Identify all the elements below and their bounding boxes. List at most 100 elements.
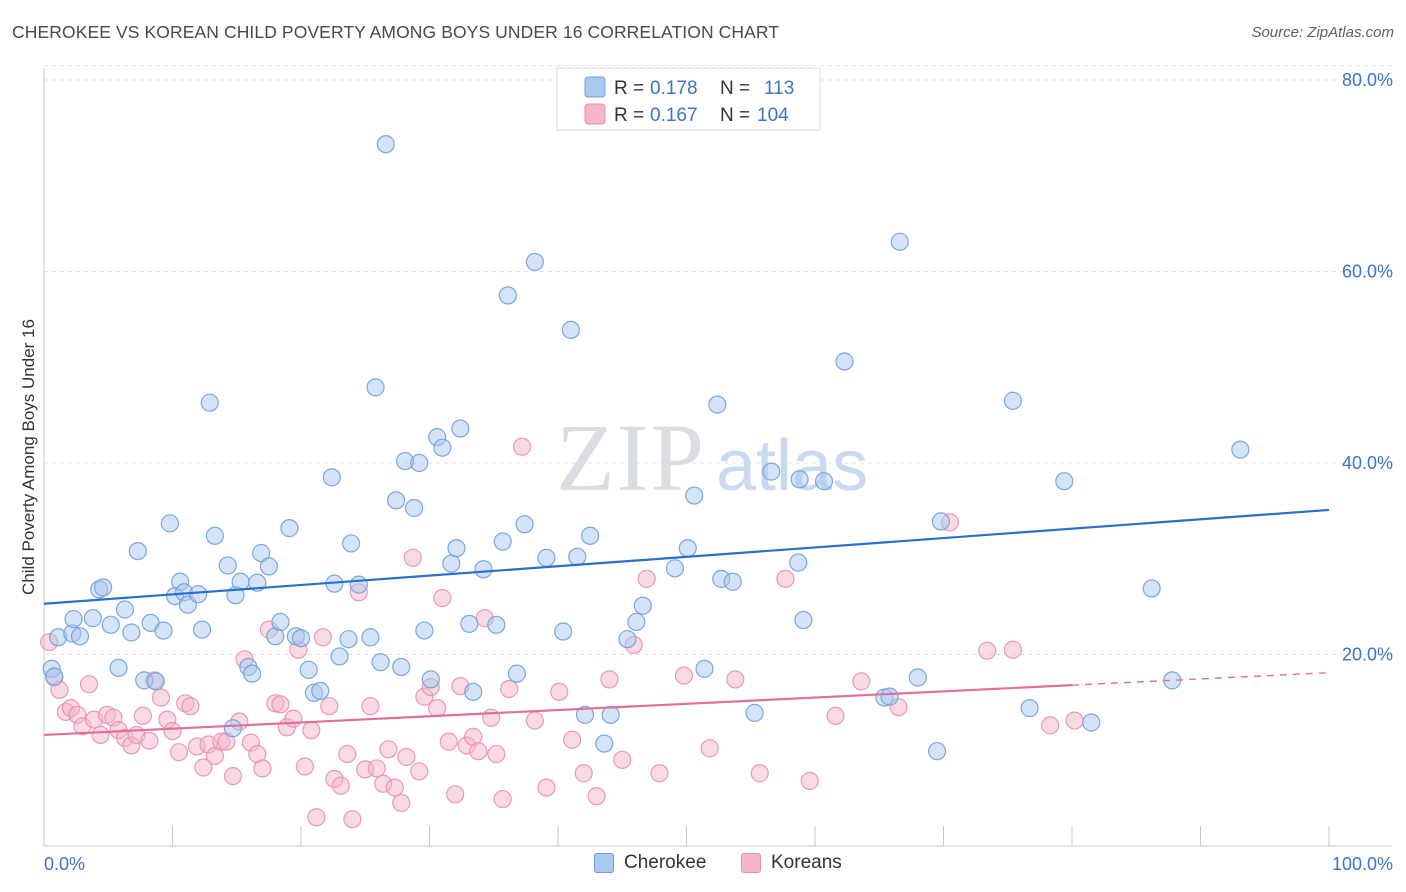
cherokee-point-84 [627, 612, 646, 632]
correlation-legend: R = 0.178 N = 113 R = 0.167 N = 104 [556, 67, 821, 131]
watermark-atlas: atlas [716, 426, 868, 506]
cherokee-point-17 [154, 621, 173, 640]
cherokee-point-85 [633, 596, 652, 615]
korean-point-62 [410, 762, 429, 781]
cherokee-point-46 [330, 647, 349, 666]
cherokee-point-6 [83, 609, 102, 628]
cherokee-point-24 [192, 620, 212, 639]
watermark: ZIP atlas [556, 404, 868, 511]
cherokee-point-1 [45, 667, 64, 686]
korean-trend-line [43, 684, 1073, 737]
legend-r-label-korean: R = [614, 105, 644, 126]
cherokee-point-58 [410, 453, 429, 473]
y-axis-label: Child Poverty Among Boys Under 16 [19, 319, 38, 595]
cherokee-point-87 [678, 539, 697, 558]
legend-swatch-korean [584, 103, 606, 125]
cherokee-point-40 [291, 629, 311, 648]
cherokee-point-32 [243, 664, 262, 683]
cherokee-point-9 [101, 615, 120, 634]
legend-n-label-cherokee: N = [720, 78, 750, 99]
cherokee-point-106 [931, 512, 951, 531]
cherokee-point-10 [109, 658, 128, 678]
cherokee-point-53 [376, 135, 395, 154]
series-legend: Cherokee Koreans [0, 852, 1406, 878]
cherokee-point-79 [575, 705, 595, 724]
korean-point-46 [313, 628, 332, 647]
cherokee-point-51 [366, 378, 385, 397]
cherokee-point-105 [927, 742, 947, 761]
legend-swatch-koreans-bottom [741, 853, 761, 873]
korean-point-45 [307, 808, 326, 827]
korean-point-80 [537, 778, 556, 797]
korean-point-88 [637, 569, 656, 588]
korean-point-79 [525, 711, 544, 730]
legend-n-value-korean: 104 [757, 105, 789, 126]
cherokee-point-66 [460, 614, 479, 633]
korean-point-101 [1003, 640, 1022, 659]
cherokee-point-43 [311, 681, 330, 700]
korean-point-16 [133, 706, 153, 725]
korean-point-86 [613, 750, 632, 769]
cherokee-point-102 [880, 687, 899, 706]
cherokee-trend-line [43, 508, 1330, 605]
cherokee-point-35 [259, 557, 278, 576]
cherokee-point-25 [200, 393, 219, 412]
cherokee-point-11 [115, 600, 135, 619]
korean-point-61 [403, 548, 422, 567]
cherokee-point-78 [568, 547, 587, 566]
korean-point-97 [852, 672, 871, 691]
x-tick-label-min: 0.0% [44, 854, 85, 874]
korean-point-77 [500, 679, 519, 699]
cherokee-point-64 [447, 539, 466, 558]
korean-point-51 [343, 810, 362, 829]
y-tick-labels: 20.0% 40.0% 60.0% 80.0% [1342, 70, 1393, 665]
cherokee-point-26 [205, 526, 225, 545]
korean-point-9 [91, 725, 110, 745]
korean-point-55 [367, 759, 386, 778]
cherokee-point-55 [392, 657, 411, 677]
cherokee-point-104 [908, 668, 927, 687]
korean-point-90 [674, 666, 694, 685]
cherokee-point-4 [64, 609, 83, 629]
trend-lines [43, 508, 1330, 737]
korean-point-50 [338, 744, 357, 764]
korean-point-22 [169, 743, 189, 762]
cherokee-point-13 [128, 541, 147, 561]
legend-item-koreans: Koreans [741, 852, 842, 874]
korean-point-7 [79, 675, 99, 694]
y-tick-label-1: 40.0% [1342, 453, 1393, 473]
cherokee-point-62 [433, 438, 452, 457]
korean-point-47 [320, 697, 339, 716]
legend-swatch-cherokee [584, 76, 606, 98]
korean-point-39 [271, 695, 290, 714]
korean-point-92 [726, 670, 745, 689]
korean-point-78 [512, 437, 532, 456]
cherokee-point-54 [386, 491, 406, 510]
korean-point-76 [493, 789, 512, 809]
cherokee-point-5 [70, 627, 90, 646]
cherokee-point-28 [223, 719, 242, 738]
korean-point-57 [379, 740, 398, 759]
cherokee-point-37 [271, 612, 290, 632]
cherokee-point-16 [146, 672, 165, 691]
cherokee-point-110 [1082, 713, 1101, 732]
korean-point-100 [978, 641, 997, 660]
legend-r-value-korean: 0.167 [650, 105, 698, 126]
watermark-zip: ZIP [556, 404, 706, 511]
cherokee-point-98 [794, 610, 813, 630]
korean-point-43 [295, 757, 314, 776]
cherokee-point-30 [231, 572, 250, 591]
cherokee-point-27 [218, 556, 237, 575]
korean-point-36 [253, 759, 272, 778]
korean-point-83 [574, 764, 593, 783]
cherokee-point-97 [790, 470, 809, 489]
cherokee-point-8 [94, 578, 113, 597]
legend-swatch-cherokee-bottom [594, 853, 614, 873]
gridlines [44, 65, 1392, 655]
legend-n-label-korean: N = [720, 105, 750, 126]
y-tick-label-2: 60.0% [1342, 262, 1393, 282]
cherokee-point-47 [339, 630, 358, 649]
legend-n-value-cherokee: 113 [764, 78, 794, 99]
korean-point-58 [385, 778, 404, 797]
